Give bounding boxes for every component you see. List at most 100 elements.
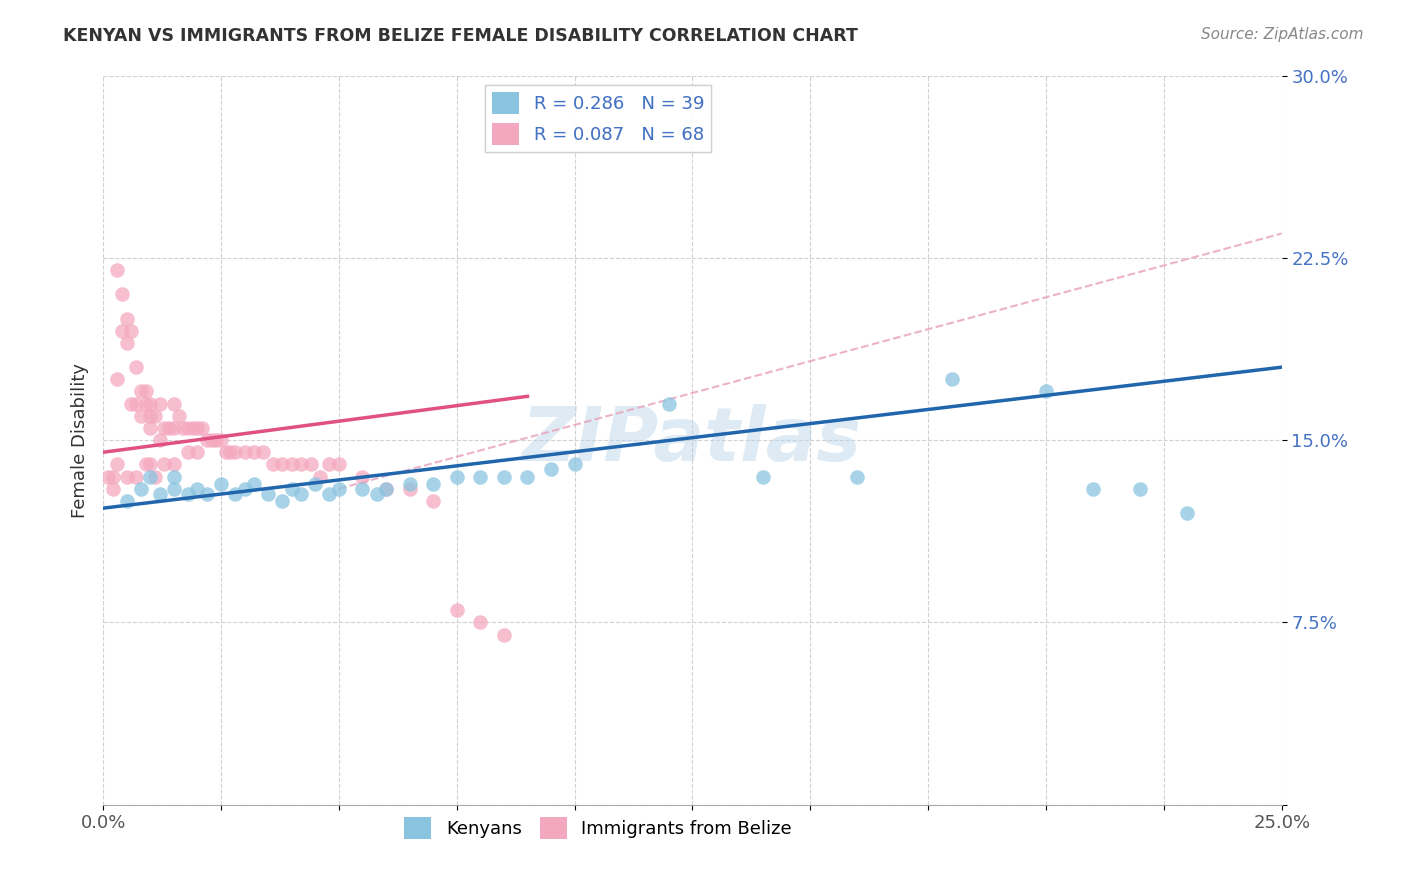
Point (195, 486, 218, 500)
Point (252, 445, 274, 459)
Point (209, 433, 232, 447)
Point (120, 397, 142, 411)
Point (233, 482, 256, 496)
Point (219, 445, 242, 459)
Point (422, 494, 444, 508)
Point (280, 482, 302, 496)
Point (318, 458, 340, 472)
Point (149, 486, 172, 500)
Point (375, 482, 398, 496)
Point (153, 458, 176, 472)
Point (271, 494, 294, 508)
Point (195, 433, 218, 447)
Point (186, 421, 208, 435)
Point (257, 486, 280, 500)
Point (492, 627, 515, 641)
Point (111, 287, 134, 301)
Point (470, 469, 492, 483)
Point (846, 469, 869, 483)
Point (752, 469, 775, 483)
Point (446, 469, 468, 483)
Point (352, 469, 374, 483)
Point (167, 409, 190, 423)
Point (658, 397, 681, 411)
Point (328, 482, 350, 496)
Point (191, 421, 214, 435)
Point (115, 311, 138, 326)
Point (564, 458, 586, 472)
Point (398, 476, 420, 491)
Point (125, 397, 148, 411)
Point (105, 458, 128, 472)
Point (243, 445, 266, 459)
Point (200, 433, 222, 447)
Point (1129, 482, 1152, 496)
Point (941, 372, 963, 386)
Legend: R = 0.286   N = 39, R = 0.087   N = 68: R = 0.286 N = 39, R = 0.087 N = 68 (485, 85, 711, 152)
Point (115, 335, 138, 350)
Point (139, 397, 162, 411)
Point (120, 324, 142, 338)
Point (111, 324, 134, 338)
Point (290, 486, 312, 500)
Point (149, 433, 172, 447)
Point (105, 263, 128, 277)
Point (163, 482, 186, 496)
Point (422, 476, 444, 491)
Point (163, 469, 186, 483)
Point (129, 482, 152, 496)
Point (243, 476, 266, 491)
Point (97, 469, 120, 483)
Point (125, 469, 148, 483)
Point (352, 482, 374, 496)
Point (143, 409, 166, 423)
Point (540, 462, 562, 476)
Point (172, 421, 194, 435)
Point (205, 433, 228, 447)
Point (1035, 384, 1057, 399)
Point (299, 458, 322, 472)
Point (129, 384, 152, 399)
Point (398, 482, 420, 496)
Point (375, 482, 398, 496)
Point (149, 397, 172, 411)
Text: ZIPatlas: ZIPatlas (523, 403, 862, 476)
Point (163, 421, 186, 435)
Point (492, 469, 515, 483)
Point (135, 384, 157, 399)
Point (181, 421, 204, 435)
Point (135, 458, 157, 472)
Point (143, 469, 166, 483)
Point (1177, 506, 1199, 520)
Point (139, 409, 162, 423)
Point (139, 458, 162, 472)
Point (233, 445, 256, 459)
Point (290, 458, 312, 472)
Point (318, 486, 340, 500)
Point (139, 469, 162, 483)
Point (186, 445, 208, 459)
Point (105, 372, 128, 386)
Point (516, 469, 538, 483)
Point (163, 458, 186, 472)
Point (153, 421, 176, 435)
Point (125, 360, 148, 375)
Point (328, 458, 350, 472)
Text: Source: ZipAtlas.com: Source: ZipAtlas.com (1201, 27, 1364, 42)
Point (101, 469, 124, 483)
Point (366, 486, 388, 500)
Point (186, 482, 208, 496)
Point (177, 445, 200, 459)
Point (309, 469, 332, 483)
Point (177, 421, 200, 435)
Point (139, 421, 162, 435)
Point (129, 409, 152, 423)
Point (224, 486, 246, 500)
Point (115, 494, 138, 508)
Point (177, 486, 200, 500)
Point (304, 476, 326, 491)
Point (163, 397, 186, 411)
Point (115, 469, 138, 483)
Point (209, 476, 232, 491)
Point (470, 615, 492, 630)
